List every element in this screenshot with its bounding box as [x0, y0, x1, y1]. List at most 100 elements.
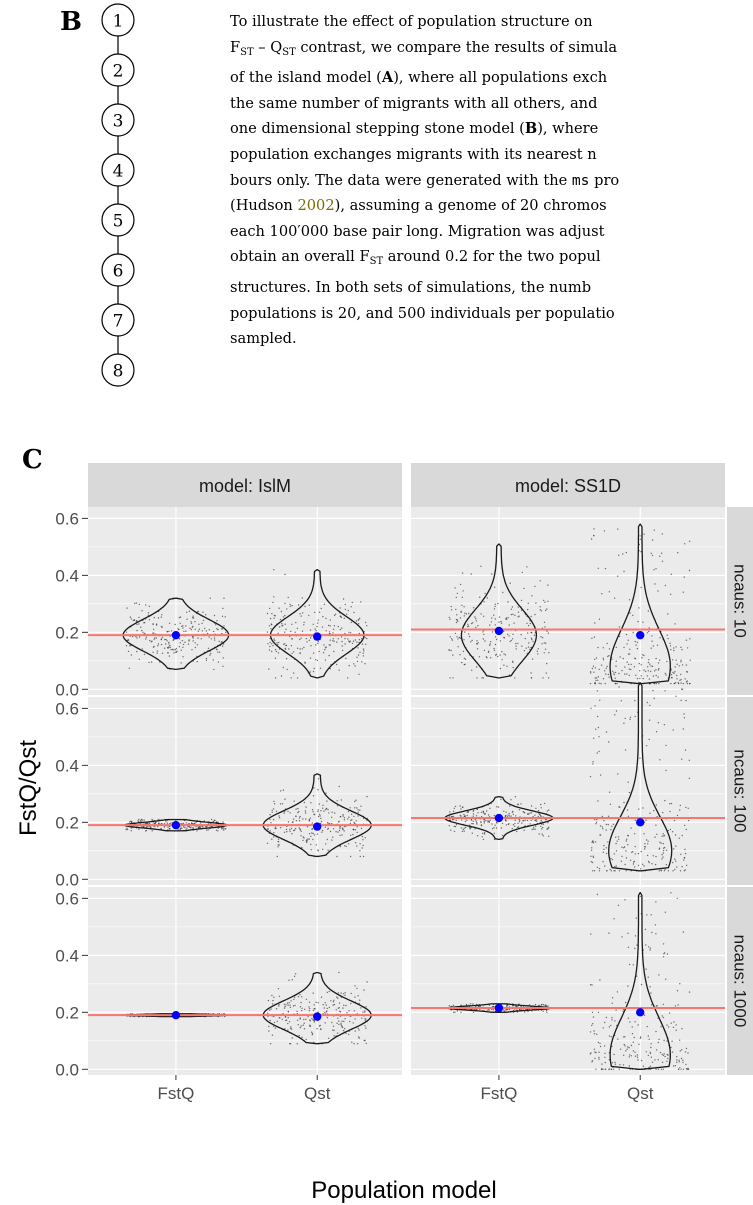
data-point	[594, 622, 596, 624]
data-point	[352, 828, 354, 831]
data-point	[189, 627, 191, 629]
data-point	[168, 646, 170, 648]
data-point	[355, 620, 358, 622]
data-point	[299, 638, 301, 641]
data-point	[597, 567, 599, 569]
citation-link[interactable]: 2002	[297, 197, 335, 215]
data-point	[463, 827, 465, 829]
data-point	[179, 829, 181, 831]
data-point	[454, 632, 457, 635]
x-tick-label: FstQ	[157, 1084, 194, 1103]
data-point	[206, 829, 208, 831]
y-tick-label: 0.0	[55, 870, 79, 889]
data-point	[649, 663, 651, 665]
data-point	[299, 1018, 301, 1020]
data-point	[629, 1021, 631, 1023]
data-point	[614, 677, 616, 679]
data-point	[520, 599, 523, 602]
mean-point	[171, 820, 181, 830]
data-point	[187, 643, 190, 645]
chain-node-label: 7	[113, 312, 124, 332]
data-point	[648, 659, 650, 661]
data-point	[478, 656, 481, 658]
data-point	[636, 1056, 639, 1058]
data-point	[221, 632, 223, 635]
data-point	[145, 636, 147, 638]
data-point	[298, 1034, 300, 1037]
data-point	[482, 677, 485, 679]
data-point	[296, 1043, 298, 1045]
data-point	[674, 868, 676, 871]
data-point	[348, 816, 350, 818]
data-point	[598, 1051, 600, 1053]
data-point	[464, 820, 467, 823]
data-point	[648, 1038, 650, 1040]
data-point	[224, 616, 226, 618]
data-point	[666, 1024, 668, 1026]
caption-paragraph: To illustrate the effect of population s…	[230, 9, 753, 352]
data-point	[135, 635, 137, 638]
data-point	[665, 978, 667, 980]
data-point	[355, 820, 357, 822]
data-point	[632, 1041, 634, 1043]
data-point	[600, 682, 602, 685]
data-point	[543, 642, 545, 644]
data-point	[333, 999, 335, 1001]
data-point	[629, 1054, 631, 1056]
data-point	[287, 810, 289, 813]
data-point	[140, 819, 142, 822]
data-point	[599, 1042, 601, 1044]
data-point	[325, 617, 327, 620]
data-point	[670, 682, 672, 685]
data-point	[200, 638, 202, 640]
data-point	[673, 682, 676, 685]
data-point	[647, 1035, 649, 1037]
data-point	[356, 1043, 359, 1045]
data-point	[285, 828, 288, 831]
data-point	[618, 672, 620, 675]
data-point	[674, 671, 676, 673]
data-point	[312, 811, 314, 813]
data-point	[269, 814, 271, 816]
data-point	[458, 636, 460, 639]
data-point	[221, 628, 223, 630]
data-point	[514, 614, 516, 616]
data-point	[503, 810, 505, 812]
data-point	[337, 831, 339, 833]
data-point	[537, 653, 539, 655]
data-point	[684, 678, 686, 680]
data-point	[359, 809, 361, 811]
data-point	[514, 819, 516, 822]
data-point	[306, 826, 309, 828]
data-point	[677, 1004, 679, 1006]
data-point	[303, 1018, 305, 1021]
data-point	[536, 650, 538, 652]
data-point	[301, 846, 303, 849]
data-point	[319, 667, 322, 669]
data-point	[325, 1011, 328, 1013]
data-point	[623, 801, 625, 804]
data-point	[342, 815, 344, 817]
data-point	[190, 628, 192, 631]
mean-point	[313, 822, 322, 831]
data-point	[197, 826, 200, 828]
data-point	[528, 642, 530, 644]
data-point	[594, 1051, 596, 1053]
data-point	[207, 647, 210, 649]
data-point	[343, 817, 346, 819]
data-point	[546, 828, 548, 830]
data-point	[687, 1052, 689, 1054]
data-point	[326, 838, 328, 841]
data-point	[679, 1067, 681, 1069]
data-point	[526, 819, 529, 822]
data-point	[595, 821, 598, 823]
data-point	[173, 652, 175, 654]
data-point	[603, 848, 605, 850]
data-point	[301, 1010, 303, 1012]
data-point	[308, 614, 310, 617]
data-point	[648, 861, 650, 864]
data-point	[460, 808, 462, 810]
data-point	[223, 829, 225, 831]
data-point	[276, 1020, 278, 1022]
data-point	[649, 947, 651, 949]
